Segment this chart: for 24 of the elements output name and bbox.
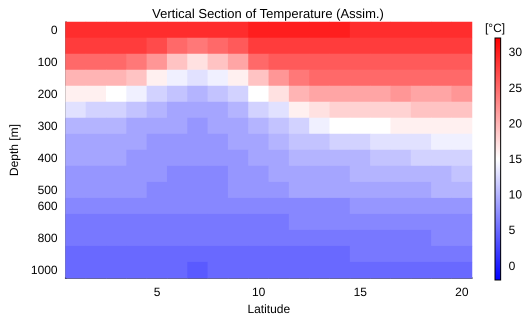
color-bar-label: 15 (508, 152, 522, 166)
y-axis-title: Depth [m] (7, 124, 21, 176)
y-tick-label: 800 (38, 231, 58, 246)
y-tick-label: 100 (38, 55, 58, 70)
color-bar-label: 25 (508, 80, 522, 95)
x-tick-label: 20 (455, 285, 469, 300)
color-bar-label: 0 (508, 258, 516, 273)
color-bar-label: 30 (508, 45, 522, 60)
x-tick-label: 10 (252, 285, 266, 300)
y-tick-label: 200 (38, 87, 58, 102)
y-tick-label: 500 (38, 183, 58, 198)
color-bar-label: 10 (508, 188, 522, 202)
y-tick-label: 300 (38, 119, 58, 134)
y-tick-label: 400 (38, 151, 58, 166)
y-tick-label: 0 (50, 23, 58, 38)
color-bar-label: 20 (508, 116, 522, 130)
x-tick-label: 5 (154, 285, 161, 300)
x-tick-label: 15 (354, 285, 368, 300)
color-bar-title: [°C] (484, 21, 506, 35)
y-tick-label: 1000 (30, 263, 58, 278)
color-bar-label: 5 (508, 223, 516, 238)
x-axis-title: Latitude (247, 302, 290, 316)
chart-title: Vertical Section of Temperature (Assim.) (152, 6, 384, 21)
y-tick-label: 600 (38, 199, 58, 214)
